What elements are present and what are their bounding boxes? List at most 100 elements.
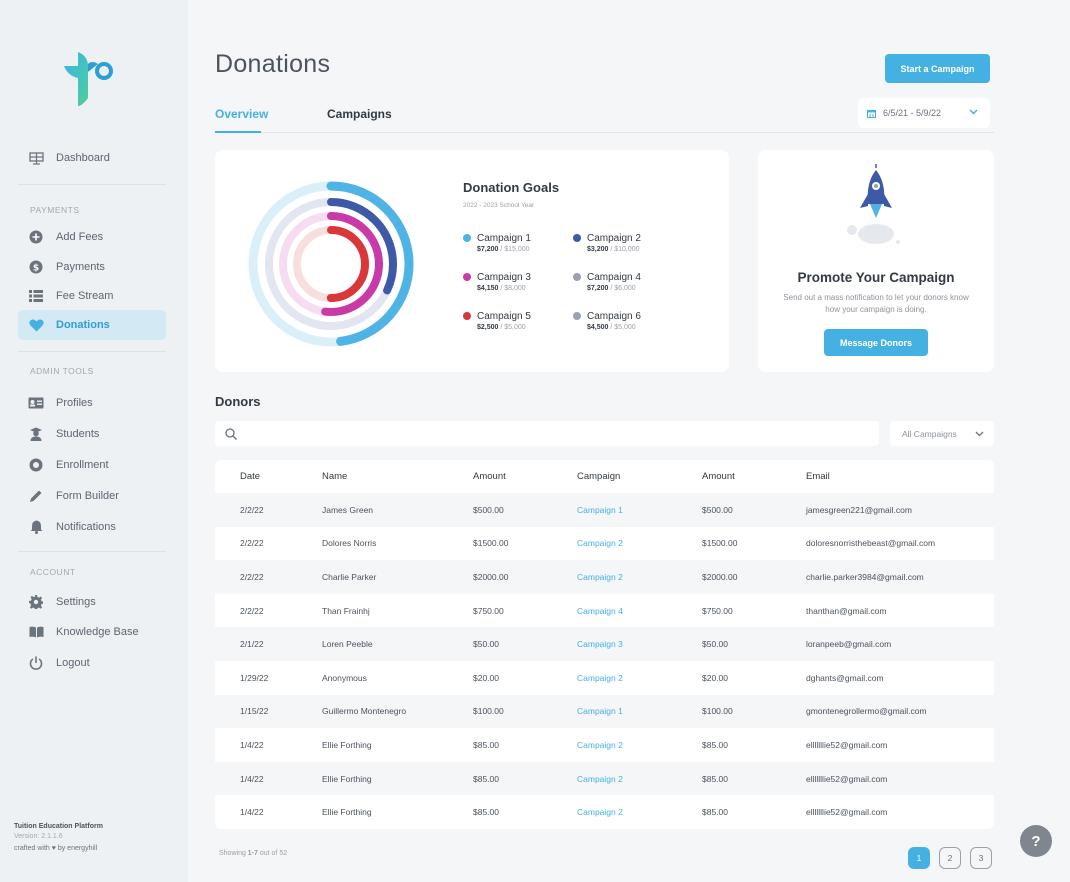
cell-amount-2: $20.00 (702, 672, 728, 683)
ring-progress-campaign-2 (265, 198, 397, 330)
sidebar-item-logout[interactable]: Logout (18, 648, 166, 678)
table-row[interactable]: 2/2/22 Than Frainhj $750.00 Campaign 4 $750.… (215, 594, 994, 628)
svg-text:$: $ (33, 264, 39, 274)
table-row[interactable]: 1/4/22 Ellie Forthing $85.00 Campaign 2 $85.… (215, 761, 994, 796)
dashboard-icon (28, 150, 44, 166)
sidebar-item-label: Payments (56, 261, 105, 273)
goals-title: Donation Goals (463, 180, 560, 195)
legend-raised: $2,500 (477, 324, 499, 331)
cell-campaign[interactable]: Campaign 1 (577, 504, 623, 515)
sidebar-item-form-builder[interactable]: Form Builder (18, 481, 166, 511)
goals-subtitle: 2022 - 2023 School Year (463, 202, 535, 209)
page-button-2[interactable]: 2 (939, 847, 961, 869)
column-header[interactable]: Amount (702, 471, 735, 482)
cell-amount-2: $1500.00 (702, 538, 738, 549)
table-row[interactable]: 2/2/22 Charlie Parker $2000.00 Campaign 2 $2… (215, 560, 994, 594)
tab-campaigns[interactable]: Campaigns (327, 107, 392, 121)
legend-label: Campaign 3 (477, 272, 531, 283)
legend-dot (573, 273, 581, 281)
column-header[interactable]: Email (806, 471, 830, 482)
sidebar-item-settings[interactable]: Settings (18, 587, 166, 617)
legend-label: Campaign 1 (477, 233, 531, 244)
sidebar-item-payments[interactable]: $ Payments (18, 252, 166, 282)
message-donors-button[interactable]: Message Donors (824, 329, 928, 356)
cell-campaign[interactable]: Campaign 2 (577, 571, 623, 582)
legend-goal: / $5,000 (498, 324, 526, 331)
sidebar-item-fee-stream[interactable]: Fee Stream (18, 281, 166, 311)
cell-campaign[interactable]: Campaign 2 (577, 807, 623, 818)
help-button[interactable]: ? (1020, 825, 1052, 857)
sidebar-item-donations[interactable]: Donations (18, 310, 166, 340)
ring-progress-campaign-5 (293, 226, 369, 302)
start-campaign-button[interactable]: Start a Campaign (885, 54, 990, 83)
column-header[interactable]: Date (240, 471, 261, 482)
page-button-1[interactable]: 1 (908, 847, 930, 869)
sidebar-item-label: Knowledge Base (56, 626, 139, 638)
cell-campaign[interactable]: Campaign 2 (577, 538, 623, 549)
section-label-payments: PAYMENTS (30, 205, 80, 215)
cell-date: 1/4/22 (240, 739, 264, 750)
campaign-filter-select[interactable]: All Campaigns (890, 421, 994, 446)
sidebar-item-students[interactable]: Students (18, 419, 166, 449)
cell-campaign[interactable]: Campaign 2 (577, 672, 623, 683)
cell-amount: $750.00 (473, 605, 504, 616)
sidebar-item-enrollment[interactable]: Enrollment (18, 450, 166, 480)
table-row[interactable]: 1/29/22 Anonymous $20.00 Campaign 2 $20.00 dg… (215, 661, 994, 695)
cell-campaign[interactable]: Campaign 4 (577, 605, 623, 616)
sidebar-item-label: Enrollment (56, 459, 109, 471)
cell-date: 2/2/22 (240, 538, 264, 549)
legend-raised: $7,200 (587, 285, 609, 292)
pencil-icon (28, 488, 44, 504)
sidebar-item-profiles[interactable]: Profiles (18, 388, 166, 418)
campaign-filter-value: All Campaigns (902, 428, 957, 439)
cell-campaign[interactable]: Campaign 2 (577, 739, 623, 750)
column-header[interactable]: Campaign (577, 471, 621, 482)
cell-campaign[interactable]: Campaign 1 (577, 706, 623, 717)
cell-name: Ellie Forthing (322, 807, 372, 818)
donation-goals-card: Donation Goals 2022 - 2023 School Year C… (215, 150, 729, 372)
table-header: Date Name Amount Campaign Amount Email (215, 460, 994, 493)
cell-amount: $50.00 (473, 639, 499, 650)
sidebar-item-dashboard[interactable]: Dashboard (18, 143, 166, 173)
sidebar-item-add-fees[interactable]: Add Fees (18, 222, 166, 252)
search-icon (225, 427, 237, 440)
table-row[interactable]: 1/4/22 Ellie Forthing $85.00 Campaign 2 $85.… (215, 795, 994, 829)
bell-icon (28, 519, 44, 535)
date-range-picker[interactable]: 6/5/21 - 5/9/22 (858, 98, 990, 128)
cell-date: 1/29/22 (240, 672, 269, 683)
sidebar-item-notifications[interactable]: Notifications (18, 512, 166, 542)
table-row[interactable]: 2/2/22 Dolores Norris $1500.00 Campaign 2 $1… (215, 527, 994, 561)
table-row[interactable]: 1/4/22 Ellie Forthing $85.00 Campaign 2 $85.… (215, 728, 994, 762)
legend-dot (573, 234, 581, 242)
sidebar-item-knowledge-base[interactable]: Knowledge Base (18, 617, 166, 647)
legend-campaign-3: Campaign 3 $4,150 / $8,000 (463, 272, 531, 292)
cell-email: elllllllie52@gmail.com (806, 773, 888, 784)
tab-overview[interactable]: Overview (215, 107, 269, 121)
page-button-3[interactable]: 3 (970, 847, 992, 869)
legend-goal: / $5,000 (608, 324, 636, 331)
legend-goal: / $10,000 (608, 246, 640, 253)
cell-email: dghants@gmail.com (806, 672, 884, 683)
cell-amount-2: $85.00 (702, 773, 728, 784)
column-header[interactable]: Name (322, 471, 348, 482)
cell-email: elllllllie52@gmail.com (806, 807, 888, 818)
cell-email: doloresnorristhebeast@gmail.com (806, 538, 936, 549)
logo[interactable] (64, 50, 124, 110)
sidebar: Dashboard PAYMENTS Add Fees $ Payments F… (0, 0, 188, 882)
power-icon (28, 655, 44, 671)
cell-email: thanthan@gmail.com (806, 605, 887, 616)
cell-amount: $20.00 (473, 672, 499, 683)
cell-campaign[interactable]: Campaign 3 (577, 639, 623, 650)
legend-raised: $3,200 (587, 246, 609, 253)
legend-goal: / $6,000 (608, 285, 636, 292)
table-row[interactable]: 1/15/22 Guillermo Montenegro $100.00 Campai… (215, 694, 994, 729)
cell-date: 1/4/22 (240, 773, 264, 784)
cell-email: gmontenegrollermo@gmail.com (806, 706, 927, 717)
donor-search-input[interactable] (215, 421, 879, 446)
gear-icon (28, 594, 44, 610)
table-row[interactable]: 2/2/22 James Green $500.00 Campaign 1 $500.0… (215, 493, 994, 527)
table-row[interactable]: 2/1/22 Loren Peeble $50.00 Campaign 3 $50.00… (215, 627, 994, 661)
sidebar-item-label: Add Fees (56, 231, 104, 243)
column-header[interactable]: Amount (473, 471, 506, 482)
cell-campaign[interactable]: Campaign 2 (577, 773, 623, 784)
